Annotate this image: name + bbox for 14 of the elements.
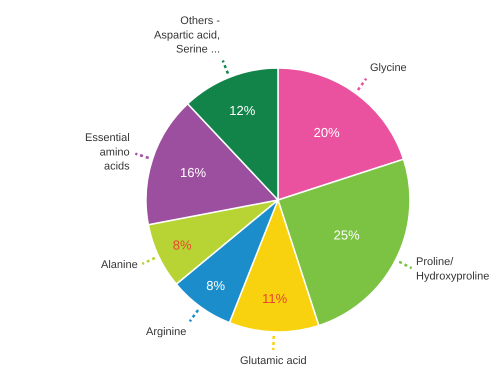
slice-label: Proline/ Hydroxyproline bbox=[416, 256, 490, 282]
data-label: 8% bbox=[172, 238, 192, 253]
data-label: 8% bbox=[206, 278, 226, 294]
slice-label: Arginine bbox=[146, 326, 186, 338]
data-label: 25% bbox=[334, 228, 360, 243]
data-label: 11% bbox=[262, 291, 288, 306]
slice-label: Glutamic acid bbox=[240, 355, 307, 367]
data-label: 16% bbox=[180, 164, 207, 180]
slice-label: Others - Aspartic acid, Serine ... bbox=[154, 15, 220, 56]
slice-label: Essential amino acids bbox=[85, 132, 130, 173]
slice-label: Alanine bbox=[101, 259, 138, 271]
data-label: 20% bbox=[314, 125, 340, 140]
data-label: 12% bbox=[229, 102, 256, 118]
slice-label: Glycine bbox=[370, 62, 407, 74]
